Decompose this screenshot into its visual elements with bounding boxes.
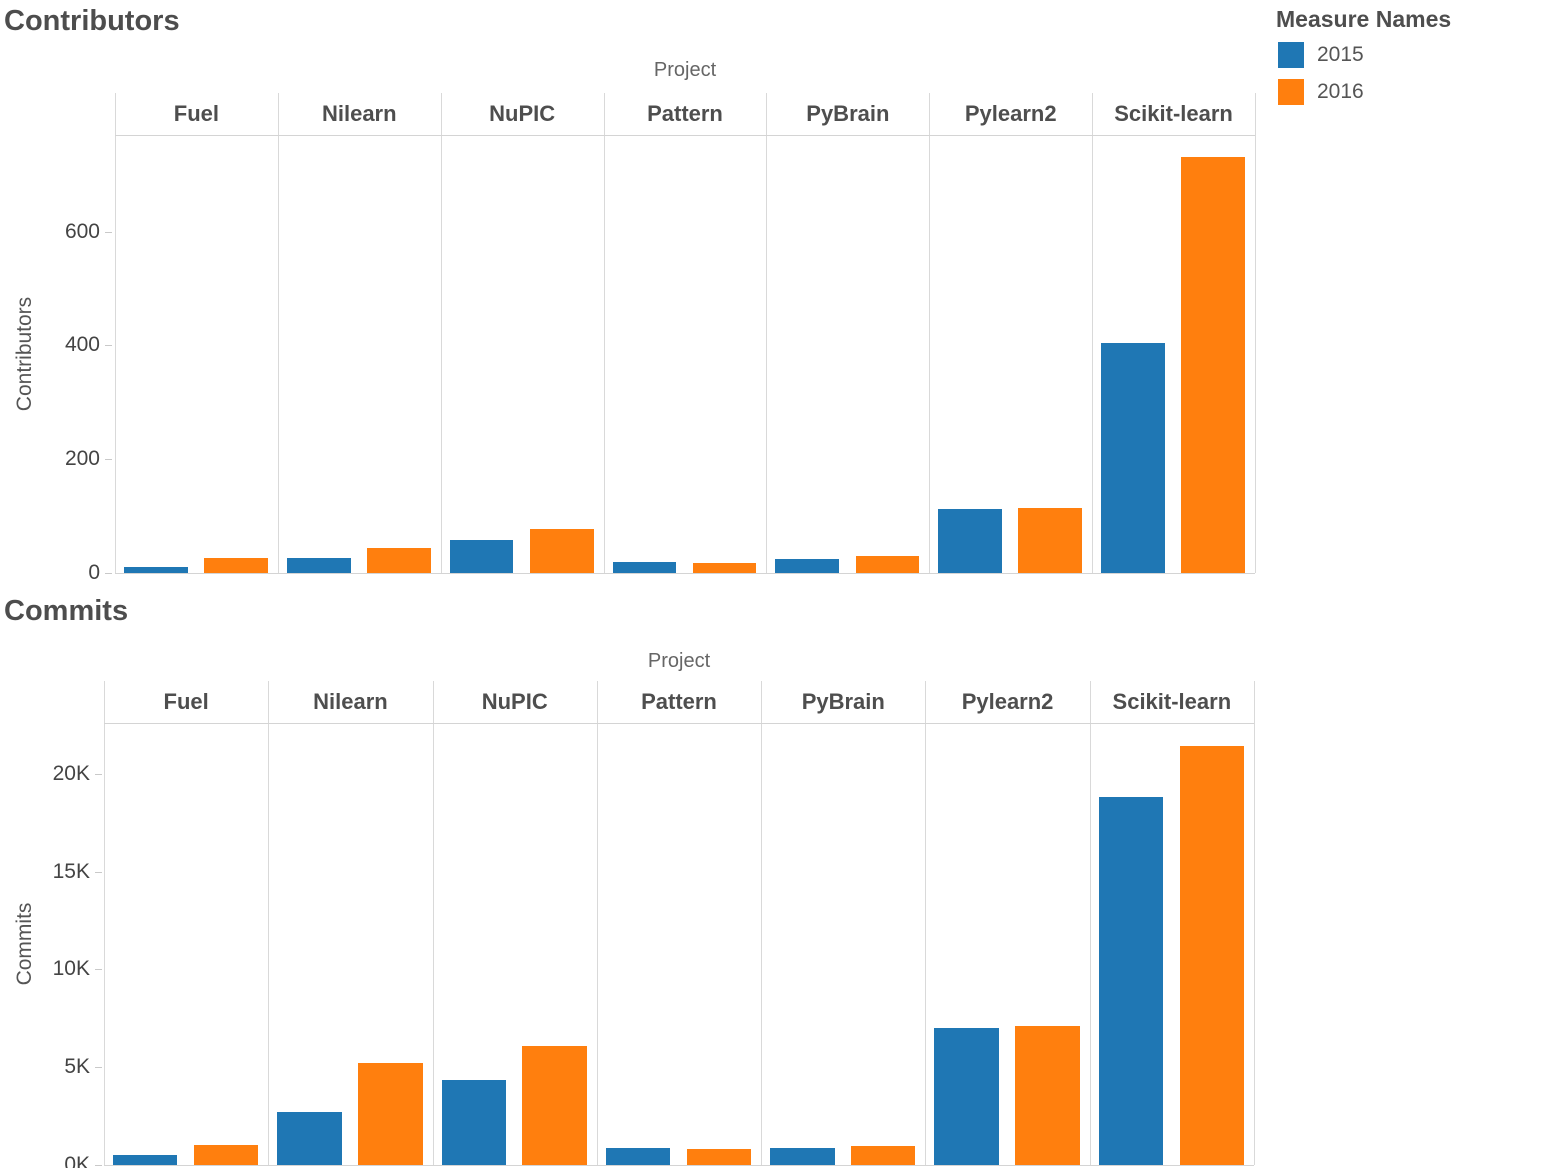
column-divider bbox=[277, 93, 279, 573]
chart-title: Commits bbox=[4, 595, 129, 627]
legend-title: Measure Names bbox=[1276, 6, 1452, 32]
bar-nupic-2016[interactable] bbox=[529, 529, 594, 573]
chart-title: Contributors bbox=[4, 5, 180, 37]
column-header-pattern[interactable]: Pattern bbox=[647, 101, 723, 126]
column-divider bbox=[1089, 681, 1091, 1165]
y-tick-mark bbox=[105, 573, 112, 574]
x-axis-line bbox=[115, 573, 1255, 574]
column-header-fuel[interactable]: Fuel bbox=[173, 101, 220, 126]
y-axis-title: Commits bbox=[13, 902, 36, 986]
bar-fuel-2015[interactable] bbox=[123, 567, 188, 573]
legend: Measure Names 2015 2016 bbox=[1274, 6, 1451, 116]
legend-item-2016[interactable]: 2016 bbox=[1278, 79, 1451, 105]
y-tick-mark bbox=[105, 231, 112, 233]
y-tick-label: 20K bbox=[52, 761, 90, 785]
bar-nupic-2015[interactable] bbox=[441, 1079, 506, 1165]
legend-item-label: 2015 bbox=[1317, 43, 1364, 66]
bar-nupic-2016[interactable] bbox=[522, 1045, 587, 1165]
bar-pylearn2-2015[interactable] bbox=[934, 1028, 999, 1165]
column-divider bbox=[440, 93, 442, 573]
column-header-pylearn2[interactable]: Pylearn2 bbox=[964, 101, 1057, 126]
bar-pattern-2016[interactable] bbox=[686, 1148, 752, 1165]
column-axis-title: Project bbox=[647, 650, 711, 672]
column-header-nupic[interactable]: NuPIC bbox=[489, 101, 556, 126]
y-tick-mark bbox=[95, 773, 102, 775]
column-axis-title: Project bbox=[653, 59, 717, 81]
column-header-scikit-learn[interactable]: Scikit-learn bbox=[1112, 689, 1232, 714]
bar-pybrain-2015[interactable] bbox=[775, 558, 840, 573]
bar-pylearn2-2015[interactable] bbox=[938, 509, 1003, 573]
y-tick-label: 5K bbox=[64, 1055, 90, 1079]
bar-nupic-2015[interactable] bbox=[449, 540, 514, 573]
bar-scikit-learn-2015[interactable] bbox=[1101, 343, 1165, 573]
legend-item-label: 2016 bbox=[1317, 80, 1364, 103]
bar-scikit-learn-2015[interactable] bbox=[1098, 797, 1164, 1165]
bar-pybrain-2016[interactable] bbox=[855, 555, 920, 573]
y-tick-mark bbox=[95, 1067, 102, 1069]
bar-fuel-2016[interactable] bbox=[193, 1145, 259, 1165]
y-tick-mark bbox=[95, 1165, 102, 1166]
column-divider bbox=[115, 93, 116, 573]
bar-nilearn-2016[interactable] bbox=[358, 1063, 423, 1165]
legend-swatch-2016 bbox=[1278, 79, 1304, 105]
column-header-pybrain[interactable]: PyBrain bbox=[801, 689, 885, 714]
legend-item-2015[interactable]: 2015 bbox=[1278, 42, 1451, 68]
column-divider bbox=[104, 681, 105, 1165]
y-tick-label: 15K bbox=[52, 859, 90, 883]
column-divider bbox=[1255, 93, 1256, 573]
y-tick-mark bbox=[95, 871, 102, 873]
bar-fuel-2016[interactable] bbox=[204, 558, 268, 573]
bar-fuel-2015[interactable] bbox=[113, 1155, 178, 1165]
column-divider bbox=[1254, 681, 1255, 1165]
header-underline bbox=[115, 135, 1255, 136]
column-header-pattern[interactable]: Pattern bbox=[641, 689, 717, 714]
bar-nilearn-2015[interactable] bbox=[277, 1112, 342, 1165]
column-header-nilearn[interactable]: Nilearn bbox=[321, 101, 397, 126]
header-underline bbox=[104, 723, 1254, 724]
column-divider bbox=[268, 681, 270, 1165]
column-header-nilearn[interactable]: Nilearn bbox=[313, 689, 388, 714]
bar-pybrain-2015[interactable] bbox=[770, 1147, 835, 1165]
y-tick-label: 200 bbox=[64, 447, 100, 471]
column-divider bbox=[761, 681, 763, 1165]
column-header-fuel[interactable]: Fuel bbox=[163, 689, 209, 714]
y-tick-label: 400 bbox=[64, 333, 100, 357]
y-tick-label: 0 bbox=[88, 561, 100, 584]
bar-pattern-2015[interactable] bbox=[605, 1147, 671, 1165]
column-header-nupic[interactable]: NuPIC bbox=[481, 689, 548, 714]
column-header-scikit-learn[interactable]: Scikit-learn bbox=[1114, 101, 1233, 126]
column-header-pybrain[interactable]: PyBrain bbox=[806, 101, 890, 126]
x-axis-line bbox=[104, 1165, 1254, 1166]
y-tick-mark bbox=[105, 345, 112, 347]
bar-nilearn-2016[interactable] bbox=[366, 547, 431, 573]
column-divider bbox=[603, 93, 605, 573]
bar-pattern-2015[interactable] bbox=[612, 562, 677, 573]
y-tick-mark bbox=[95, 969, 102, 971]
bar-pattern-2016[interactable] bbox=[692, 562, 757, 573]
y-tick-mark bbox=[105, 459, 112, 461]
column-divider bbox=[1092, 93, 1094, 573]
bar-nilearn-2015[interactable] bbox=[286, 558, 351, 573]
bar-scikit-learn-2016[interactable] bbox=[1179, 746, 1244, 1165]
y-tick-label: 10K bbox=[52, 957, 90, 981]
legend-items: 2015 2016 bbox=[1274, 42, 1451, 105]
column-divider bbox=[929, 93, 931, 573]
y-tick-label: 600 bbox=[64, 219, 100, 243]
column-header-pylearn2[interactable]: Pylearn2 bbox=[961, 689, 1054, 714]
bar-pybrain-2016[interactable] bbox=[851, 1146, 916, 1165]
column-divider bbox=[432, 681, 434, 1165]
column-divider bbox=[766, 93, 768, 573]
bar-pylearn2-2016[interactable] bbox=[1018, 508, 1083, 573]
legend-swatch-2015 bbox=[1278, 42, 1304, 68]
y-tick-label: 0K bbox=[64, 1153, 90, 1168]
bar-scikit-learn-2016[interactable] bbox=[1181, 156, 1246, 573]
column-divider bbox=[596, 681, 598, 1165]
column-divider bbox=[925, 681, 927, 1165]
bar-pylearn2-2016[interactable] bbox=[1015, 1026, 1080, 1165]
